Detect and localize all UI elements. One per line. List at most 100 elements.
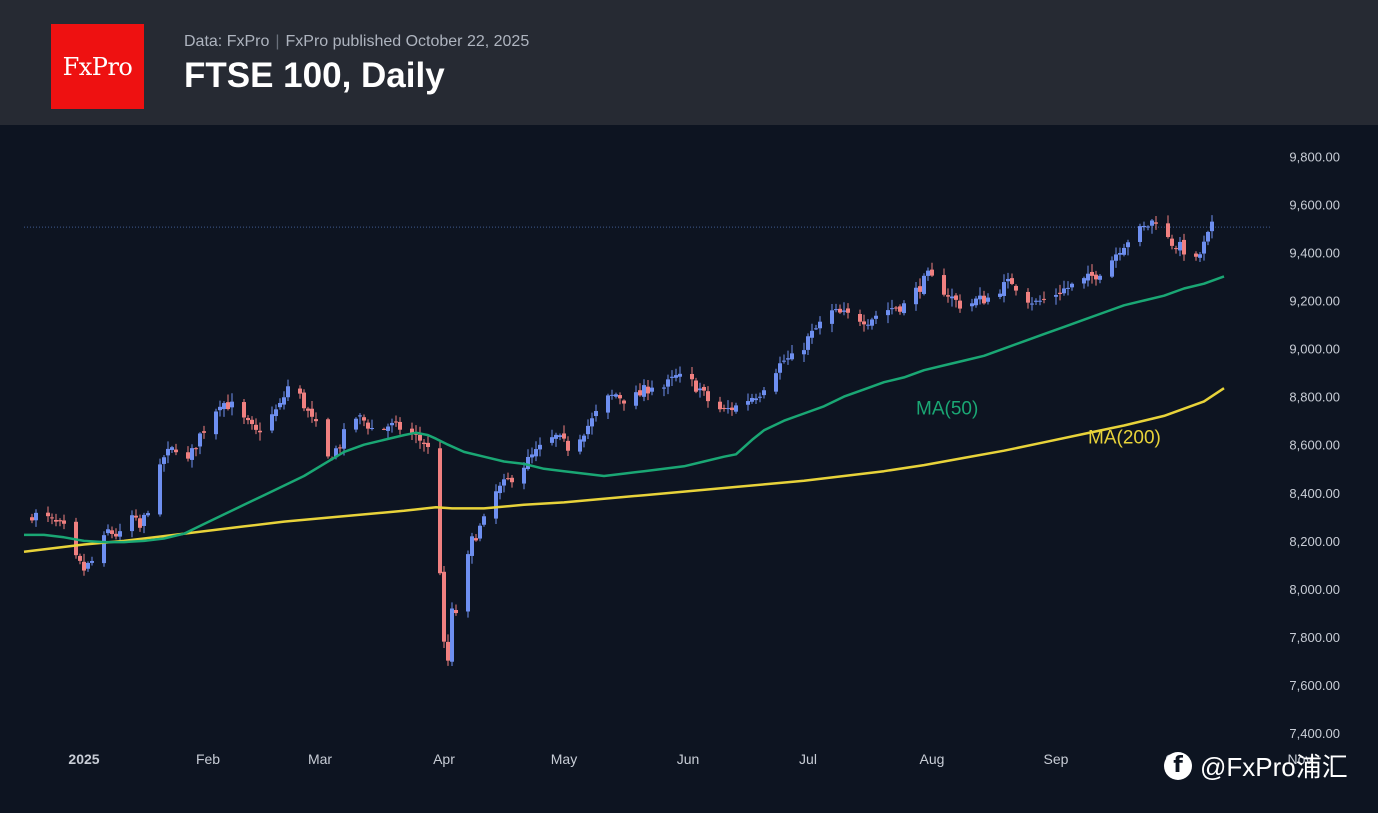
candle-body: [1098, 275, 1102, 280]
candle-body: [1166, 223, 1170, 238]
x-tick-label: Jul: [799, 751, 817, 767]
y-tick-label: 8,000.00: [1289, 582, 1340, 597]
candle-body: [106, 529, 110, 534]
candle-body: [750, 397, 754, 402]
candle-body: [1070, 283, 1074, 288]
candle-body: [678, 373, 682, 377]
y-tick-label: 8,400.00: [1289, 486, 1340, 501]
candle-body: [718, 401, 722, 410]
x-tick-label: Mar: [308, 751, 332, 767]
candle-body: [1126, 242, 1130, 248]
price-chart[interactable]: 7,400.00 7,600.00 7,800.00 8,000.00 8,200.00…: [0, 125, 1378, 813]
candle-body: [706, 391, 710, 402]
candle-body: [814, 328, 818, 330]
candle-body: [506, 478, 510, 480]
candle-body: [946, 295, 950, 297]
candle-body: [642, 385, 646, 397]
candle-body: [278, 402, 282, 408]
candle-body: [778, 363, 782, 373]
candle-body: [470, 536, 474, 556]
candle-body: [222, 403, 226, 410]
candle-body: [454, 609, 458, 614]
candle-body: [670, 376, 674, 378]
candle-body: [410, 428, 414, 435]
candle-body: [1154, 222, 1158, 224]
candle-body: [214, 411, 218, 435]
candle-body: [218, 406, 222, 411]
candle-body: [502, 479, 506, 486]
candle-body: [1034, 300, 1038, 302]
candle-body: [634, 392, 638, 406]
candle-body: [386, 426, 390, 431]
candle-body: [138, 518, 142, 528]
candle-body: [874, 315, 878, 319]
candle-body: [46, 512, 50, 517]
candle-body: [730, 407, 734, 411]
candle-body: [442, 571, 446, 642]
candle-body: [834, 309, 838, 311]
candle-body: [286, 386, 290, 398]
candle-body: [1086, 273, 1090, 281]
candle-body: [522, 467, 526, 484]
candle-body: [526, 456, 530, 469]
candle-body: [1178, 241, 1182, 251]
candle-body: [274, 409, 278, 417]
candle-body: [1110, 260, 1114, 277]
candle-body: [650, 387, 654, 392]
candle-body: [562, 433, 566, 439]
y-tick-label: 7,600.00: [1289, 678, 1340, 693]
y-tick-label: 9,600.00: [1289, 197, 1340, 212]
candle-body: [1206, 231, 1210, 242]
candle-body: [1002, 282, 1006, 296]
candle-body: [846, 308, 850, 313]
candle-body: [622, 400, 626, 404]
candle-body: [270, 414, 274, 431]
candle-body: [958, 300, 962, 309]
candle-body: [902, 303, 906, 314]
ma-annotation-label: MA(50): [916, 399, 978, 420]
candle-body: [510, 477, 514, 483]
y-tick-label: 7,400.00: [1289, 726, 1340, 741]
candle-body: [758, 396, 762, 398]
candle-body: [830, 310, 834, 324]
candle-body: [342, 429, 346, 449]
candle-body: [1142, 225, 1146, 228]
candle-body: [722, 407, 726, 409]
candle-body: [1042, 298, 1046, 300]
candle-body: [914, 287, 918, 305]
meta-separator: |: [275, 33, 280, 50]
candle-body: [282, 397, 286, 405]
candle-body: [314, 419, 318, 422]
candle-body: [354, 418, 358, 430]
watermark: f @FxPro浦汇: [1164, 747, 1348, 784]
candle-body: [422, 442, 426, 445]
candle-body: [1094, 274, 1098, 280]
candle-body: [954, 295, 958, 300]
candle-body: [774, 373, 778, 392]
candle-body: [90, 560, 94, 563]
fxpro-logo[interactable]: FxPro: [51, 24, 144, 109]
candle-body: [170, 447, 174, 450]
y-tick-label: 8,600.00: [1289, 438, 1340, 453]
candle-body: [358, 415, 362, 417]
candle-body: [54, 519, 58, 522]
candle-body: [726, 408, 730, 410]
candle-body: [618, 395, 622, 399]
candle-body: [370, 428, 374, 430]
candle-body: [498, 485, 502, 494]
candle-body: [606, 395, 610, 413]
candle-body: [1202, 241, 1206, 254]
candle-body: [186, 452, 190, 459]
candle-body: [662, 387, 666, 389]
candle-body: [474, 538, 478, 541]
x-tick-label: Jun: [677, 751, 700, 767]
candle-body: [362, 417, 366, 421]
x-tick-label: 2025: [68, 751, 99, 767]
candle-body: [782, 360, 786, 362]
candle-body: [1058, 292, 1062, 295]
candle-body: [754, 398, 758, 401]
candle-body: [998, 293, 1002, 297]
candle-body: [302, 392, 306, 409]
y-tick-label: 9,800.00: [1289, 149, 1340, 164]
candle-body: [982, 295, 986, 304]
